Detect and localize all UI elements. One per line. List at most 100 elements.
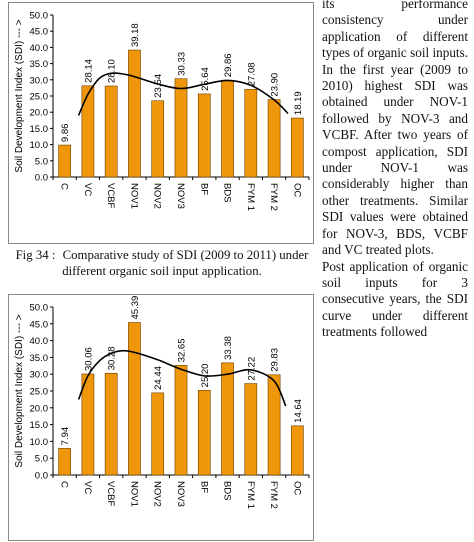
sdi-chart-2009-2011: 0.0 5.0 10.0 15.0 20.0 25.0 30.0 35.0 40.0 45.0 50… bbox=[8, 2, 314, 244]
body-paragraph-1: its performance consistency under applic… bbox=[322, 0, 468, 258]
y-tick-label: 40.0 bbox=[30, 43, 49, 54]
y-tick-label: 5.0 bbox=[35, 454, 48, 465]
category-label: VCBF bbox=[105, 481, 116, 507]
category-label: VC bbox=[82, 183, 93, 196]
data-value-label: 23.54 bbox=[153, 74, 164, 98]
y-tick-label: 10.0 bbox=[30, 140, 49, 151]
category-label: BF bbox=[198, 183, 209, 195]
bar bbox=[197, 93, 211, 178]
data-value-label: 30.33 bbox=[177, 52, 188, 76]
bar bbox=[267, 374, 281, 476]
data-value-label: 7.94 bbox=[60, 427, 71, 446]
y-tick-label: 30.0 bbox=[30, 370, 49, 381]
category-label: NOV3 bbox=[175, 183, 186, 209]
category-label: OC bbox=[291, 183, 302, 197]
y-tick-label: 15.0 bbox=[30, 420, 49, 431]
bar bbox=[81, 373, 95, 476]
data-value-label: 24.44 bbox=[153, 366, 164, 390]
bar bbox=[128, 322, 141, 476]
bar bbox=[221, 79, 234, 178]
y-tick-label: 25.0 bbox=[30, 387, 49, 398]
data-value-label: 23.90 bbox=[270, 73, 281, 97]
bar bbox=[104, 372, 118, 476]
body-text-column: its performance consistency under applic… bbox=[322, 0, 468, 341]
y-axis-title: Soil Development Index (SDI) --- > bbox=[14, 314, 25, 467]
bar bbox=[58, 144, 71, 178]
data-value-label: 18.19 bbox=[293, 91, 304, 115]
figure-caption-text: Comparative study of SDI (2009 to 2011) … bbox=[62, 248, 309, 278]
data-value-label: 14.64 bbox=[293, 399, 304, 423]
category-label: NOV1 bbox=[128, 183, 139, 209]
category-label: NOV2 bbox=[152, 481, 163, 507]
y-tick-label: 45.0 bbox=[30, 27, 49, 38]
data-value-label: 29.86 bbox=[223, 53, 234, 77]
y-tick-label: 35.0 bbox=[30, 353, 49, 364]
data-value-label: 45.39 bbox=[130, 296, 141, 320]
trend-curve bbox=[77, 72, 289, 116]
y-tick-label: 50.0 bbox=[30, 11, 49, 22]
sdi-chart-second: 0.0 5.0 10.0 15.0 20.0 25.0 30.0 35.0 40.0 45.0 50… bbox=[8, 294, 314, 541]
category-label: FYM 1 bbox=[245, 481, 256, 509]
trend-curve bbox=[77, 349, 287, 407]
bar bbox=[128, 49, 141, 178]
bar bbox=[81, 85, 95, 178]
bar bbox=[174, 364, 188, 476]
bar bbox=[244, 88, 258, 178]
y-tick-label: 5.0 bbox=[35, 156, 48, 167]
category-label: VC bbox=[82, 481, 93, 494]
data-value-label: 30.06 bbox=[83, 347, 94, 371]
bar bbox=[221, 362, 234, 476]
y-tick-label: 30.0 bbox=[30, 75, 49, 86]
bar bbox=[291, 117, 304, 178]
y-tick-label: 35.0 bbox=[30, 59, 49, 70]
sdi-chart-2-svg: 0.0 5.0 10.0 15.0 20.0 25.0 30.0 35.0 40.0 45.0 50… bbox=[14, 296, 310, 509]
data-value-label: 32.65 bbox=[177, 339, 188, 363]
y-axis-title: Soil Development Index (SDI) --- > bbox=[14, 19, 25, 172]
bar bbox=[174, 78, 188, 178]
category-label: C bbox=[59, 183, 70, 190]
category-label: FYM 2 bbox=[268, 481, 279, 509]
bar bbox=[291, 425, 304, 476]
data-value-label: 27.08 bbox=[246, 62, 257, 86]
figure-label: Fig 34 : bbox=[15, 248, 56, 262]
category-label: FYM 1 bbox=[245, 183, 256, 211]
y-tick-label: 20.0 bbox=[30, 108, 49, 119]
y-tick-label: 25.0 bbox=[30, 92, 49, 103]
y-tick-label: 45.0 bbox=[30, 319, 49, 330]
data-value-label: 28.14 bbox=[83, 59, 94, 83]
y-tick-label: 15.0 bbox=[30, 124, 49, 135]
category-label: BDS bbox=[222, 183, 233, 203]
data-value-label: 39.18 bbox=[130, 23, 141, 47]
bar bbox=[151, 100, 165, 178]
category-label: NOV1 bbox=[128, 481, 139, 507]
category-label: NOV2 bbox=[152, 183, 163, 209]
category-label: C bbox=[59, 481, 70, 488]
category-label: FYM 2 bbox=[268, 183, 279, 211]
y-tick-label: 20.0 bbox=[30, 403, 49, 414]
sdi-chart-1-svg: 0.0 5.0 10.0 15.0 20.0 25.0 30.0 35.0 40.0 45.0 50… bbox=[14, 11, 310, 211]
y-tick-label: 10.0 bbox=[30, 437, 49, 448]
y-tick-label: 50.0 bbox=[30, 303, 49, 314]
body-paragraph-2: Post application of organic soil inputs … bbox=[322, 258, 468, 340]
category-label: NOV3 bbox=[175, 481, 186, 507]
data-value-label: 9.86 bbox=[60, 124, 71, 143]
data-value-label: 28.10 bbox=[107, 59, 118, 83]
data-value-label: 27.22 bbox=[246, 357, 257, 381]
bar bbox=[267, 99, 281, 178]
bar bbox=[58, 448, 71, 476]
data-value-label: 25.64 bbox=[200, 67, 211, 91]
category-label: OC bbox=[291, 481, 302, 495]
y-tick-label: 0.0 bbox=[35, 173, 48, 184]
data-value-label: 30.28 bbox=[107, 346, 118, 370]
data-value-label: 29.83 bbox=[270, 348, 281, 372]
figure-caption: Fig 34 : Comparative study of SDI (2009 … bbox=[12, 247, 312, 279]
category-label: BDS bbox=[222, 481, 233, 501]
bar bbox=[197, 390, 211, 476]
bar bbox=[151, 392, 165, 476]
category-label: VCBF bbox=[105, 183, 116, 209]
category-label: BF bbox=[198, 481, 209, 493]
y-tick-label: 40.0 bbox=[30, 336, 49, 347]
bar bbox=[104, 85, 118, 178]
bar bbox=[244, 383, 258, 476]
data-value-label: 33.38 bbox=[223, 336, 234, 360]
